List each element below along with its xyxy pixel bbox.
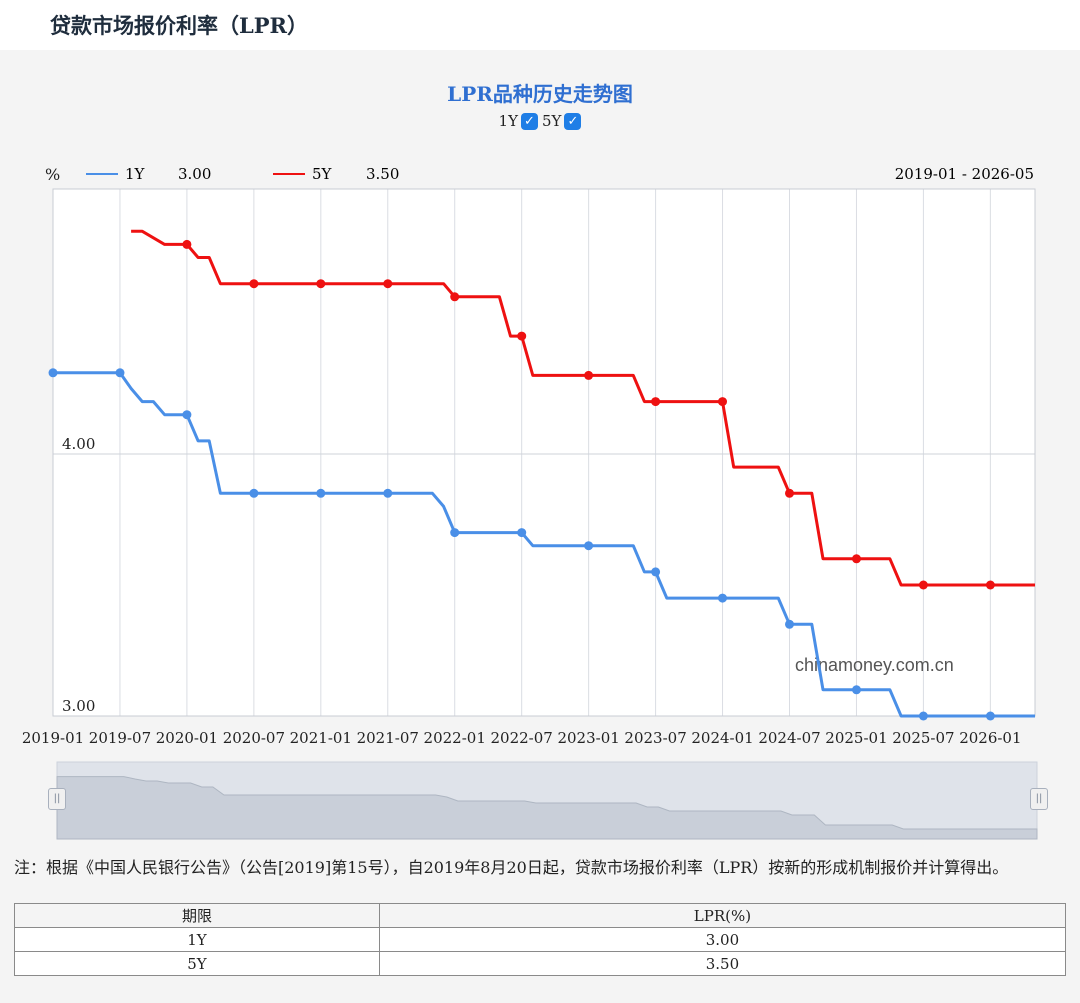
data-point-1y[interactable] xyxy=(316,488,326,498)
data-point-1y[interactable] xyxy=(115,368,125,378)
x-tick-label: 2026-01 xyxy=(959,729,1021,747)
data-point-5y[interactable] xyxy=(651,397,661,407)
data-point-1y[interactable] xyxy=(249,488,259,498)
toggle-5y-label: 5Y xyxy=(542,112,562,130)
toggle-1y[interactable]: 1Y ✓ xyxy=(499,112,538,130)
data-point-5y[interactable] xyxy=(918,580,928,590)
range-navigator[interactable] xyxy=(56,761,1038,840)
watermark: chinamoney.com.cn xyxy=(795,655,954,675)
data-point-5y[interactable] xyxy=(785,488,794,498)
data-point-5y[interactable] xyxy=(718,397,727,407)
navigator-right-handle[interactable]: || xyxy=(1030,788,1048,810)
data-point-1y[interactable] xyxy=(785,619,794,629)
chart-title: LPR品种历史走势图 xyxy=(447,82,633,106)
data-point-1y[interactable] xyxy=(517,528,527,538)
legend: % 1Y 3.00 5Y 3.50 2019-01 - 2026-05 xyxy=(45,165,1034,184)
checkbox-checked-icon[interactable]: ✓ xyxy=(521,112,538,130)
x-tick-label: 2024-07 xyxy=(758,729,820,747)
x-tick-label: 2023-01 xyxy=(557,729,619,747)
series-line-5y xyxy=(131,229,1035,587)
x-tick-label: 2024-01 xyxy=(691,729,753,747)
data-point-5y[interactable] xyxy=(517,331,527,341)
data-point-5y[interactable] xyxy=(182,239,192,249)
x-tick-label: 2020-01 xyxy=(156,729,218,747)
x-tick-label: 2025-07 xyxy=(892,729,954,747)
legend-5y-name: 5Y xyxy=(312,165,333,183)
table-row: 5Y 3.50 xyxy=(14,951,1067,976)
data-point-5y[interactable] xyxy=(383,279,393,289)
data-point-1y[interactable] xyxy=(985,711,995,721)
data-point-5y[interactable] xyxy=(852,554,861,564)
data-point-1y[interactable] xyxy=(651,567,661,577)
date-range-label: 2019-01 - 2026-05 xyxy=(895,165,1034,183)
table-header-term: 期限 xyxy=(14,903,380,928)
x-tick-label: 2025-01 xyxy=(825,729,887,747)
data-point-1y[interactable] xyxy=(450,528,460,538)
navigator-series-area xyxy=(56,776,1038,840)
table-header-row: 期限 LPR(%) xyxy=(14,903,1067,928)
table-cell-term: 5Y xyxy=(14,951,380,976)
unit-label: % xyxy=(45,165,60,184)
data-point-1y[interactable] xyxy=(48,368,58,378)
legend-1y-value: 3.00 xyxy=(178,165,211,183)
series-line-1y xyxy=(53,371,1035,718)
x-tick-label: 2020-07 xyxy=(223,729,285,747)
x-tick-label: 2021-01 xyxy=(290,729,352,747)
data-point-1y[interactable] xyxy=(718,593,727,603)
x-tick-label: 2022-01 xyxy=(424,729,486,747)
series-toggles: 1Y ✓ 5Y ✓ xyxy=(0,112,1080,130)
data-point-1y[interactable] xyxy=(918,711,928,721)
page-header: 贷款市场报价利率（LPR） xyxy=(0,0,1080,50)
data-point-5y[interactable] xyxy=(584,370,594,380)
grid-lines xyxy=(52,188,1036,717)
legend-1y-name: 1Y xyxy=(125,165,146,183)
table-cell-term: 1Y xyxy=(14,927,380,952)
legend-5y-value: 3.50 xyxy=(366,165,399,183)
data-point-5y[interactable] xyxy=(985,580,995,590)
data-point-5y[interactable] xyxy=(316,279,326,289)
axes: 4.00 3.00 2019-01 2019-07 2020-01 2020-07 2021… xyxy=(22,435,1022,747)
table-header-rate: LPR(%) xyxy=(378,903,1067,928)
data-point-5y[interactable] xyxy=(450,292,460,302)
plot-area xyxy=(53,189,1035,716)
data-point-1y[interactable] xyxy=(852,685,861,695)
x-tick-label: 2022-07 xyxy=(491,729,553,747)
table-row: 1Y 3.00 xyxy=(14,927,1067,952)
data-point-5y[interactable] xyxy=(249,279,259,289)
y-tick-label: 3.00 xyxy=(62,697,95,715)
footnote: 注：根据《中国人民银行公告》（公告[2019]第15号），自2019年8月20日… xyxy=(14,858,1009,877)
x-tick-label: 2021-07 xyxy=(357,729,419,747)
y-tick-label: 4.00 xyxy=(62,435,95,453)
data-point-1y[interactable] xyxy=(182,410,192,420)
table-cell-rate: 3.50 xyxy=(378,951,1067,976)
x-tick-label: 2019-01 xyxy=(22,729,84,747)
x-tick-label: 2019-07 xyxy=(89,729,151,747)
navigator-left-handle[interactable]: || xyxy=(48,788,66,810)
checkbox-checked-icon[interactable]: ✓ xyxy=(564,112,582,130)
series-layer xyxy=(48,229,1035,721)
data-point-1y[interactable] xyxy=(383,488,393,498)
lpr-chart: 4.00 3.00 2019-01 2019-07 2020-01 2020-07 2021… xyxy=(21,165,1038,840)
x-tick-label: 2023-07 xyxy=(624,729,686,747)
lpr-table: 期限 LPR(%) 1Y 3.00 5Y 3.50 xyxy=(14,903,1067,976)
plot-border xyxy=(52,188,1036,717)
data-point-1y[interactable] xyxy=(584,541,594,551)
table-cell-rate: 3.00 xyxy=(378,927,1067,952)
toggle-1y-label: 1Y xyxy=(498,112,518,130)
toggle-5y[interactable]: 5Y ✓ xyxy=(542,112,582,130)
page-title: 贷款市场报价利率（LPR） xyxy=(50,13,309,38)
